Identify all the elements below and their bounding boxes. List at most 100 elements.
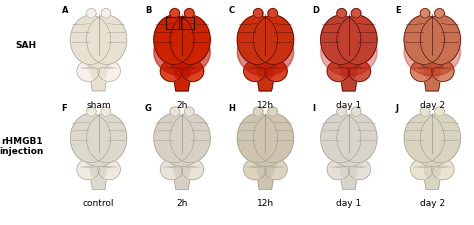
Polygon shape bbox=[87, 9, 96, 19]
Polygon shape bbox=[423, 74, 441, 92]
Text: 12h: 12h bbox=[257, 198, 274, 207]
Polygon shape bbox=[254, 9, 263, 19]
Polygon shape bbox=[334, 50, 364, 69]
Polygon shape bbox=[154, 29, 210, 76]
Text: day 1: day 1 bbox=[336, 198, 362, 207]
Polygon shape bbox=[237, 29, 294, 76]
Text: D: D bbox=[312, 6, 319, 15]
Polygon shape bbox=[431, 159, 454, 180]
Polygon shape bbox=[410, 61, 433, 82]
Polygon shape bbox=[337, 114, 377, 163]
Text: F: F bbox=[62, 104, 67, 112]
Polygon shape bbox=[418, 148, 447, 167]
Polygon shape bbox=[340, 172, 358, 189]
Text: A: A bbox=[62, 6, 68, 15]
Text: C: C bbox=[228, 6, 235, 15]
Polygon shape bbox=[98, 61, 120, 82]
Text: J: J bbox=[395, 104, 398, 112]
Polygon shape bbox=[424, 64, 440, 81]
Polygon shape bbox=[420, 107, 430, 117]
Polygon shape bbox=[327, 61, 350, 82]
Polygon shape bbox=[337, 16, 377, 65]
Polygon shape bbox=[170, 114, 210, 163]
Polygon shape bbox=[173, 74, 191, 92]
Polygon shape bbox=[341, 64, 357, 81]
Polygon shape bbox=[167, 50, 197, 69]
Polygon shape bbox=[418, 50, 447, 69]
Text: day 1: day 1 bbox=[336, 100, 362, 109]
Text: G: G bbox=[145, 104, 152, 112]
Polygon shape bbox=[173, 172, 191, 189]
Polygon shape bbox=[167, 148, 197, 167]
Polygon shape bbox=[435, 9, 444, 19]
Polygon shape bbox=[71, 114, 110, 163]
Polygon shape bbox=[154, 114, 194, 163]
Polygon shape bbox=[257, 64, 273, 81]
Polygon shape bbox=[257, 162, 273, 179]
Bar bbox=[181, 18, 194, 30]
Polygon shape bbox=[77, 61, 100, 82]
Polygon shape bbox=[160, 61, 183, 82]
Polygon shape bbox=[254, 107, 263, 117]
Polygon shape bbox=[90, 172, 108, 189]
Polygon shape bbox=[77, 159, 100, 180]
Polygon shape bbox=[174, 64, 190, 81]
Polygon shape bbox=[340, 74, 358, 92]
Polygon shape bbox=[84, 50, 113, 69]
Polygon shape bbox=[71, 16, 110, 65]
Text: B: B bbox=[145, 6, 151, 15]
Text: 2h: 2h bbox=[176, 198, 188, 207]
Bar bbox=[166, 18, 179, 30]
Polygon shape bbox=[184, 107, 194, 117]
Polygon shape bbox=[170, 9, 180, 19]
Text: E: E bbox=[395, 6, 401, 15]
Polygon shape bbox=[404, 16, 444, 65]
Polygon shape bbox=[87, 114, 127, 163]
Polygon shape bbox=[420, 16, 460, 65]
Text: sham: sham bbox=[86, 100, 111, 109]
Polygon shape bbox=[170, 16, 210, 65]
Polygon shape bbox=[91, 162, 107, 179]
Polygon shape bbox=[154, 16, 194, 65]
Polygon shape bbox=[237, 114, 277, 163]
Polygon shape bbox=[251, 148, 280, 167]
Polygon shape bbox=[321, 114, 361, 163]
Polygon shape bbox=[420, 9, 430, 19]
Text: control: control bbox=[83, 198, 114, 207]
Polygon shape bbox=[268, 107, 277, 117]
Polygon shape bbox=[321, 16, 361, 65]
Polygon shape bbox=[87, 107, 96, 117]
Polygon shape bbox=[90, 74, 108, 92]
Text: H: H bbox=[228, 104, 235, 112]
Polygon shape bbox=[348, 159, 371, 180]
Text: 2h: 2h bbox=[176, 100, 188, 109]
Polygon shape bbox=[244, 61, 266, 82]
Polygon shape bbox=[337, 9, 346, 19]
Polygon shape bbox=[337, 107, 346, 117]
Polygon shape bbox=[237, 16, 277, 65]
Polygon shape bbox=[264, 159, 287, 180]
Polygon shape bbox=[244, 159, 266, 180]
Text: I: I bbox=[312, 104, 315, 112]
Polygon shape bbox=[420, 114, 460, 163]
Polygon shape bbox=[268, 9, 277, 19]
Polygon shape bbox=[174, 162, 190, 179]
Polygon shape bbox=[348, 61, 371, 82]
Polygon shape bbox=[351, 107, 361, 117]
Polygon shape bbox=[431, 61, 454, 82]
Polygon shape bbox=[256, 172, 274, 189]
Polygon shape bbox=[84, 148, 113, 167]
Polygon shape bbox=[91, 64, 107, 81]
Polygon shape bbox=[334, 148, 364, 167]
Text: 12h: 12h bbox=[257, 100, 274, 109]
Polygon shape bbox=[423, 172, 441, 189]
Polygon shape bbox=[264, 61, 287, 82]
Polygon shape bbox=[341, 162, 357, 179]
Polygon shape bbox=[251, 50, 280, 69]
Polygon shape bbox=[101, 107, 110, 117]
Polygon shape bbox=[256, 74, 274, 92]
Polygon shape bbox=[87, 16, 127, 65]
Polygon shape bbox=[404, 29, 460, 76]
Polygon shape bbox=[170, 107, 180, 117]
Polygon shape bbox=[181, 61, 204, 82]
